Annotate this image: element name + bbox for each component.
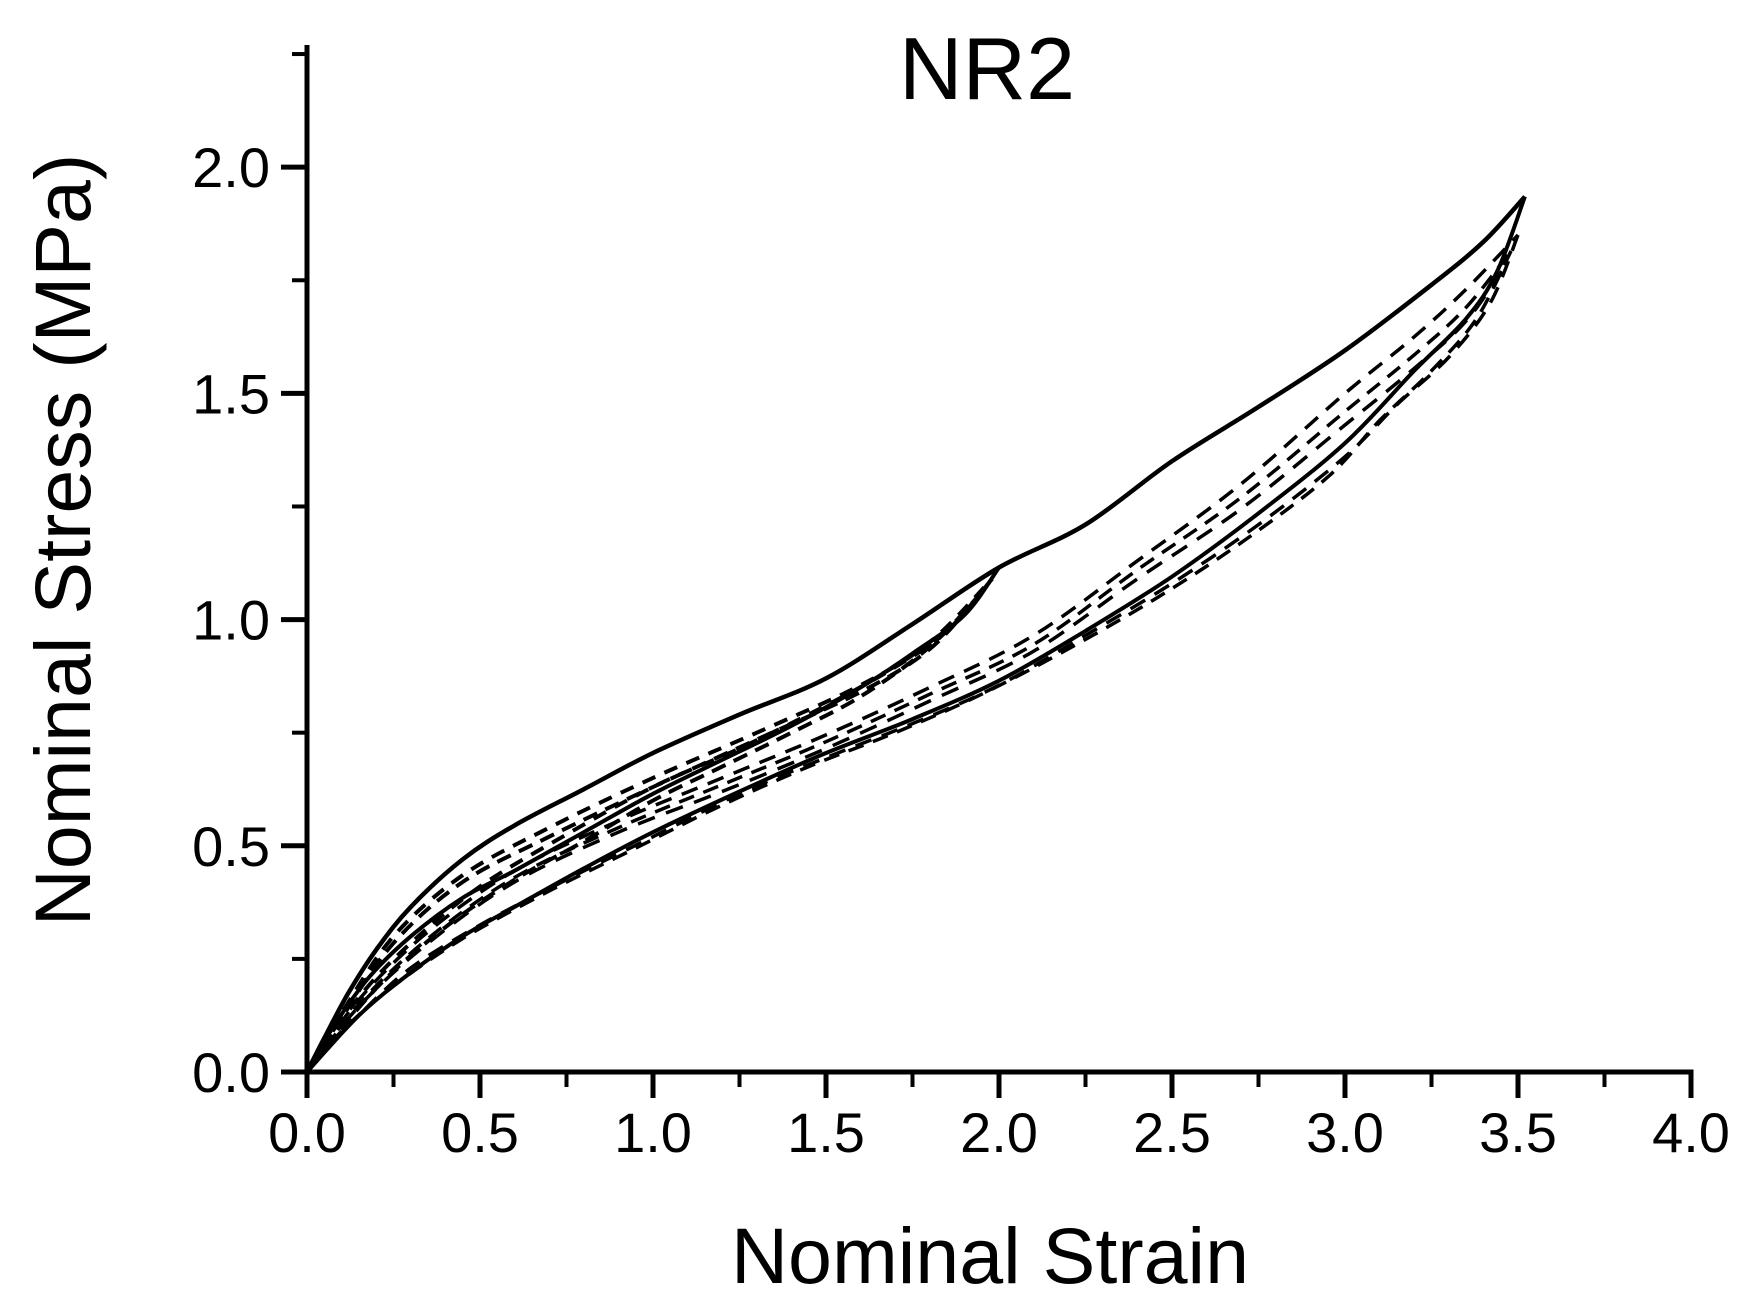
x-tick-label: 1.0 [614,1101,692,1164]
x-tick-label: 3.5 [1479,1101,1557,1164]
chart-title: NR2 [899,19,1075,118]
y-tick-label: 1.5 [192,362,270,425]
series-unloading-from-3.5-cycle1 [305,195,1527,1074]
y-axis-label: Nominal Stress (MPa) [18,154,107,927]
y-tick-label: 2.0 [192,136,270,199]
x-axis-label: Nominal Strain [731,1211,1249,1300]
y-tick-label: 0.5 [192,815,270,878]
x-tick-label: 0.5 [441,1101,519,1164]
series-reloading-to-3.5-cycle4 [305,261,1510,1074]
series-reloading-to-2.0-cycle2 [305,577,994,1074]
y-axis [281,45,310,1075]
series-reloading-to-3.5-cycle2 [305,233,1520,1074]
x-tick-label: 0.0 [268,1101,346,1164]
series-reloading-to-3.5-cycle3 [305,249,1513,1074]
series-unloading-from-3.5-cycle3 [305,250,1513,1074]
x-tick-label: 2.0 [960,1101,1038,1164]
x-axis [304,1069,1694,1098]
series-primary-loading-to-3.5 [304,195,1527,1074]
x-tick-label: 1.5 [787,1101,865,1164]
series-unloading-from-2.0-cycle2 [305,577,994,1074]
x-tick-label: 3.0 [1306,1101,1384,1164]
x-tick-label: 2.5 [1133,1101,1211,1164]
y-tick-label: 0.0 [192,1041,270,1104]
x-tick-labels: 0.0 0.5 1.0 1.5 2.0 2.5 3.0 3.5 4.0 [268,1101,1730,1164]
y-tick-labels: 0.0 0.5 1.0 1.5 2.0 [192,136,270,1104]
y-tick-label: 1.0 [192,589,270,652]
x-tick-label: 4.0 [1652,1101,1730,1164]
curves [304,195,1527,1074]
